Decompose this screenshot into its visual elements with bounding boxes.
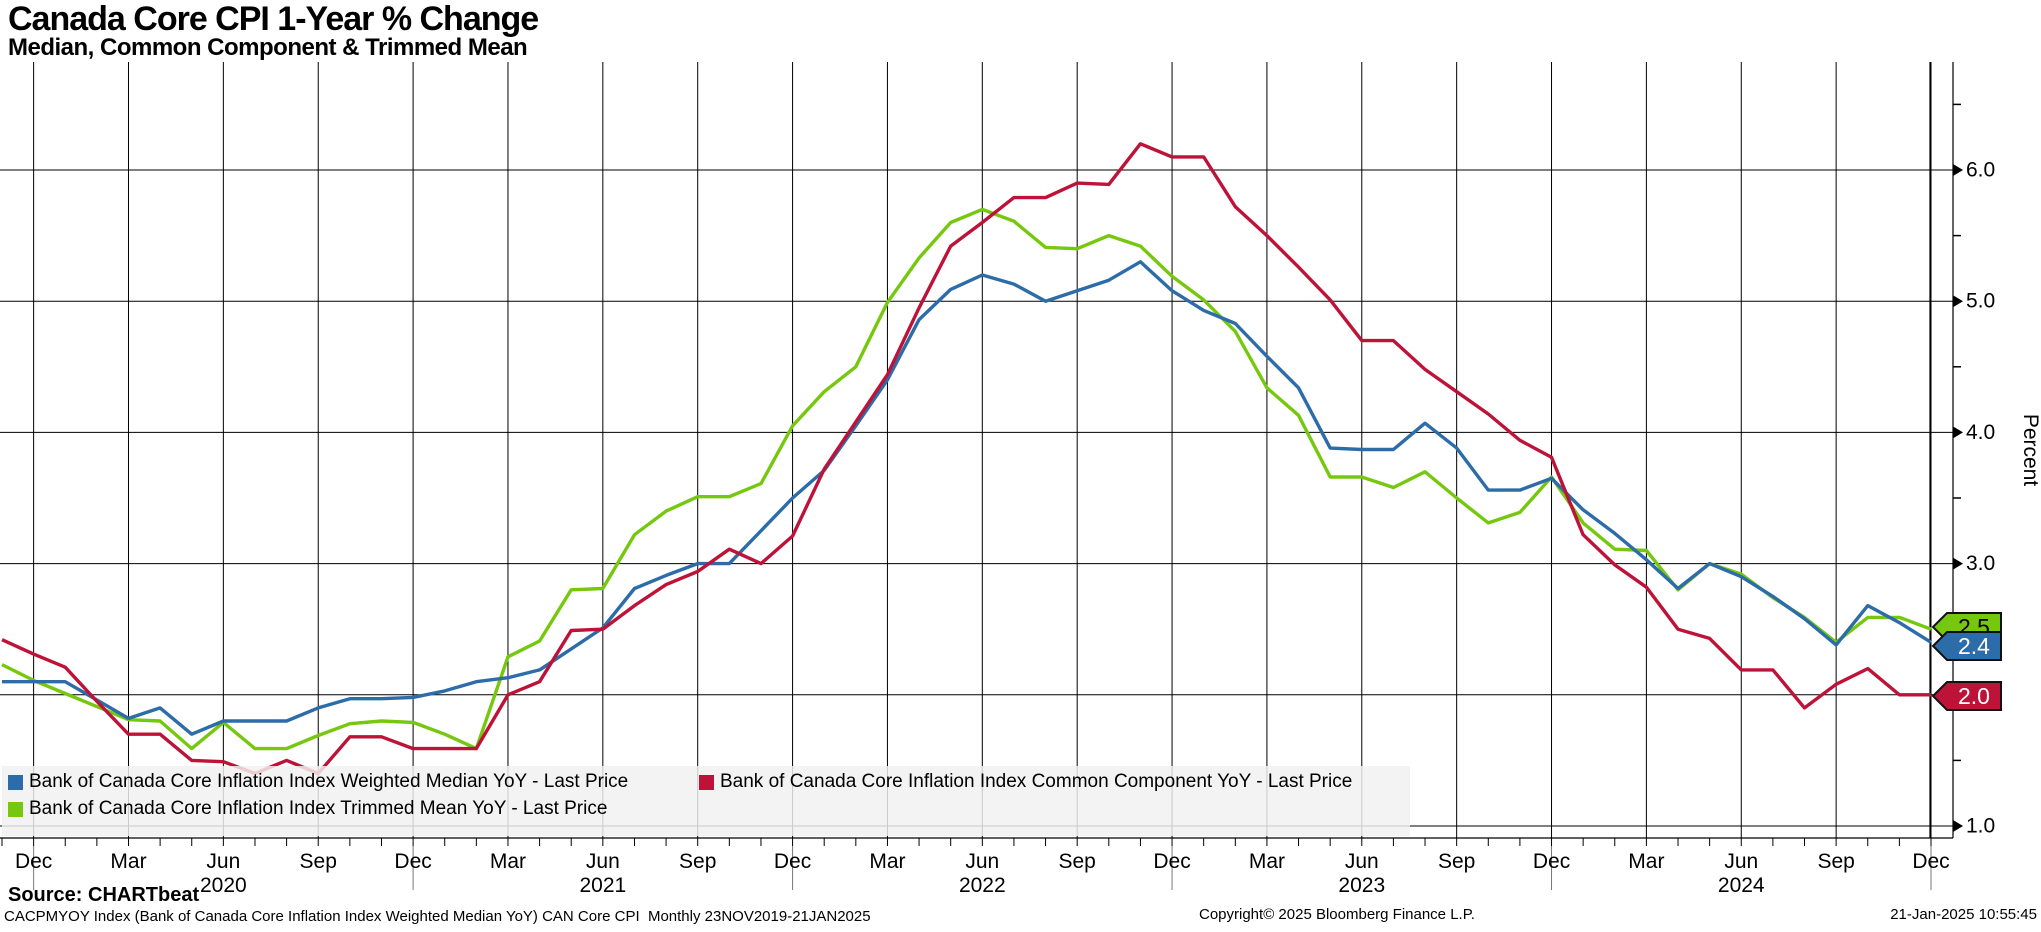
trimmed-series-line: [1, 207, 1932, 751]
x-axis-quarter-label: Dec: [1912, 850, 1949, 873]
legend-label-weighted-median: Bank of Canada Core Inflation Index Weig…: [29, 771, 629, 792]
x-axis-quarter-label: Jun: [586, 850, 620, 873]
x-axis-quarter-label: Dec: [1153, 850, 1190, 873]
legend-label-common-component: Bank of Canada Core Inflation Index Comm…: [720, 771, 1353, 792]
x-axis-quarter-label: Dec: [394, 850, 431, 873]
median-last-price-value: 2.4: [1958, 633, 1990, 659]
y-major-tick-arrow-icon: [1953, 820, 1963, 832]
y-major-tick-arrow-icon: [1953, 557, 1963, 570]
median-series-line: [2, 260, 1932, 736]
x-axis-quarter-label: Dec: [15, 850, 52, 873]
y-major-tick-arrow-icon: [1953, 164, 1963, 176]
x-axis-quarter-label: Mar: [110, 850, 146, 873]
x-axis-quarter-label: Jun: [965, 850, 999, 873]
x-axis-quarter-label: Jun: [1345, 850, 1379, 873]
x-axis-quarter-label: Mar: [869, 850, 905, 873]
timestamp: 21-Jan-2025 10:55:45: [1890, 906, 2037, 923]
common-series-swatch-icon: [699, 774, 714, 790]
page-subtitle: Median, Common Component & Trimmed Mean: [8, 34, 528, 61]
x-axis-quarter-label: Sep: [1438, 850, 1475, 873]
page-title: Canada Core CPI 1-Year % Change: [8, 0, 539, 38]
x-axis-quarter-label: Sep: [1058, 850, 1095, 873]
x-axis-year-label: 2020: [200, 874, 247, 897]
y-axis-tick-label: 4.0: [1966, 421, 1995, 444]
legend-item-common-component[interactable]: Bank of Canada Core Inflation Index Comm…: [699, 771, 1352, 793]
source-credit: Source: CHARTbeat: [8, 884, 200, 906]
x-axis-quarter-label: Mar: [1249, 850, 1285, 873]
x-axis-quarter-label: Sep: [679, 850, 716, 873]
chart-legend: Bank of Canada Core Inflation Index Weig…: [2, 766, 1410, 836]
legend-label-trimmed-mean: Bank of Canada Core Inflation Index Trim…: [29, 798, 608, 819]
common-last-price-value: 2.0: [1958, 683, 1990, 709]
trimmed-series-swatch-icon: [8, 801, 23, 817]
median-series-swatch-icon: [8, 774, 23, 790]
x-axis-year-label: 2023: [1338, 874, 1385, 897]
x-axis-quarter-label: Sep: [1817, 850, 1854, 873]
y-axis-title: Percent: [2019, 414, 2041, 487]
y-axis-tick-label: 1.0: [1966, 815, 1995, 838]
common-last-price-badge: [1931, 681, 2002, 711]
ticker-meta-line: CACPMYOY Index (Bank of Canada Core Infl…: [4, 908, 871, 925]
y-axis-tick-label: 3.0: [1966, 552, 1995, 575]
x-axis-quarter-label: Jun: [1724, 850, 1758, 873]
y-major-tick-arrow-icon: [1953, 426, 1963, 439]
median-last-price-badge: [1931, 631, 2002, 661]
legend-item-trimmed-mean[interactable]: Bank of Canada Core Inflation Index Trim…: [8, 798, 607, 820]
x-axis-quarter-label: Mar: [490, 850, 526, 873]
y-axis-tick-label: 6.0: [1966, 159, 1995, 182]
y-major-tick-arrow-icon: [1953, 295, 1963, 308]
x-axis-year-label: 2024: [1718, 874, 1765, 897]
copyright-notice: Copyright© 2025 Bloomberg Finance L.P.: [1199, 906, 1475, 923]
legend-item-weighted-median[interactable]: Bank of Canada Core Inflation Index Weig…: [8, 771, 628, 793]
x-axis-quarter-label: Dec: [1533, 850, 1570, 873]
x-axis-quarter-label: Sep: [300, 850, 337, 873]
x-axis-year-label: 2021: [579, 874, 626, 897]
x-axis-quarter-label: Mar: [1628, 850, 1664, 873]
x-axis-year-label: 2022: [959, 874, 1006, 897]
x-axis-quarter-label: Jun: [206, 850, 240, 873]
y-axis-tick-label: 5.0: [1966, 290, 1995, 313]
x-axis-quarter-label: Dec: [774, 850, 811, 873]
common-series-line: [1, 142, 1931, 776]
